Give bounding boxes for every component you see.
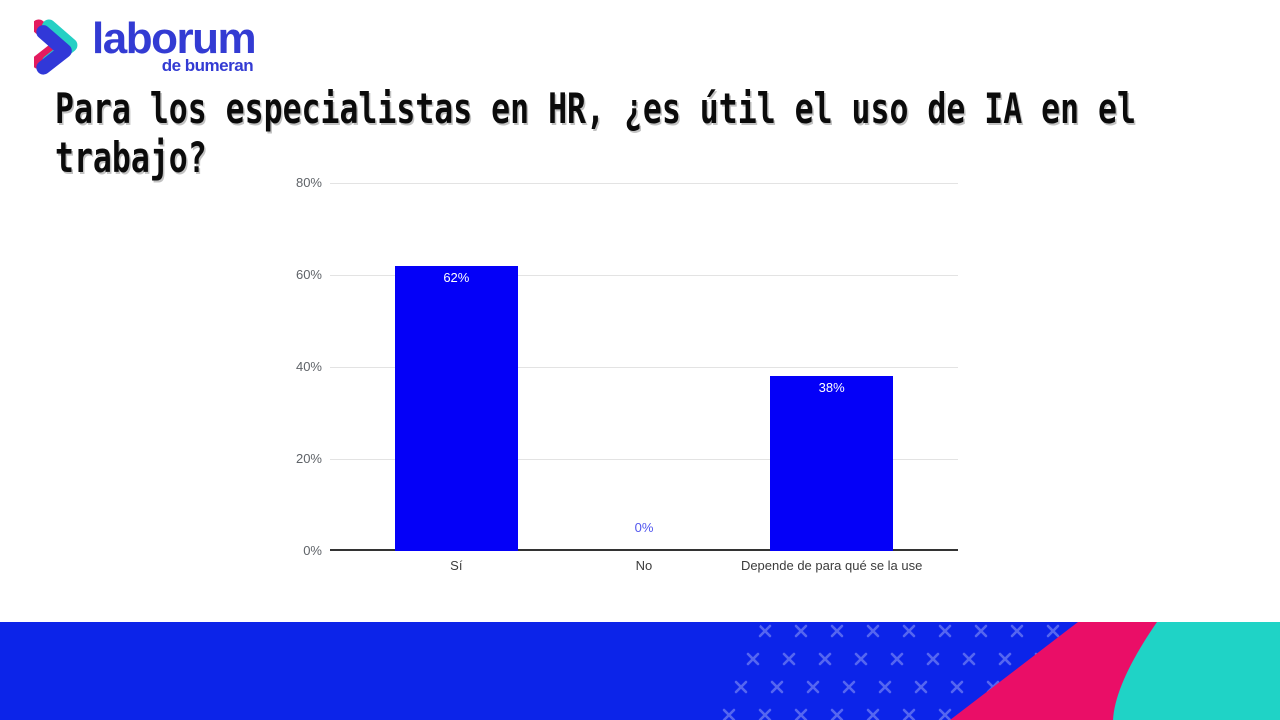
y-gridline <box>330 459 958 460</box>
slide-title-line-1: Para los especialistas en HR, ¿es útil e… <box>55 84 1136 133</box>
x-axis-category-label: Depende de para qué se la use <box>740 558 923 573</box>
slide-title-line-2: trabajo? <box>55 133 207 182</box>
bar-value-label: 38% <box>818 380 845 396</box>
chevron-blue-shape <box>36 25 72 75</box>
y-gridline <box>330 367 958 368</box>
y-axis-tick-label: 60% <box>295 267 322 282</box>
logo: laborum de bumeran <box>34 14 257 80</box>
y-axis-tick-label: 80% <box>295 175 322 190</box>
slide-title: Para los especialistas en HR, ¿es útil e… <box>55 84 1136 182</box>
laborum-chevron-icon <box>34 19 78 75</box>
chart-bar <box>770 376 894 551</box>
x-axis-category-label: Sí <box>450 558 463 573</box>
y-axis-tick-label: 20% <box>295 451 322 466</box>
footer-decoration <box>0 622 1280 720</box>
logo-brand-text: laborum <box>92 14 257 63</box>
footer-cyan-corner <box>1113 622 1280 720</box>
bar-value-label: 62% <box>443 269 470 285</box>
chart-bar <box>394 265 518 551</box>
y-axis-tick-label: 40% <box>295 359 322 374</box>
bar-value-label: 0% <box>634 520 654 535</box>
y-gridline <box>330 183 958 184</box>
x-axis-category-label: No <box>635 558 653 573</box>
bar-chart: 62% Sí 0% No 38% Depende de para qué se la us… <box>295 175 958 573</box>
y-axis-tick-label: 0% <box>303 543 322 558</box>
y-gridline <box>330 275 958 276</box>
logo-subtitle-text: de bumeran <box>161 56 254 75</box>
chart-plot: 62% Sí 0% No 38% Depende de para qué se la us… <box>330 183 958 573</box>
